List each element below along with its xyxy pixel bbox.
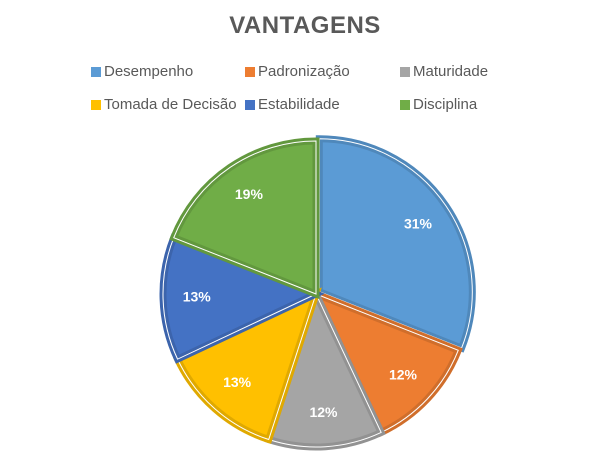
legend-item-desempenho: Desempenho <box>91 63 193 80</box>
legend-item-disciplina: Disciplina <box>400 96 477 113</box>
legend-item-estabilidade: Estabilidade <box>245 96 340 113</box>
slice-separator <box>173 140 317 295</box>
pie-labels: 31% 12% 12% 13% 13% 19% <box>183 186 433 420</box>
legend-label: Desempenho <box>104 63 194 80</box>
slice-percent-label: 12% <box>309 404 338 420</box>
legend-swatch-icon <box>91 66 101 77</box>
slice-separator <box>162 237 318 360</box>
legend-swatch-icon <box>245 99 255 110</box>
legend-item-padronizacao: Padronização <box>245 63 350 80</box>
pie-slices <box>159 135 476 451</box>
slice-percent-label: 13% <box>183 288 212 304</box>
legend-label: Padronização <box>258 63 350 80</box>
legend-label: Tomada de Decisão <box>104 96 237 113</box>
slice-separator <box>315 293 459 434</box>
slice-percent-label: 19% <box>235 186 264 202</box>
slice-percent-label: 13% <box>223 374 252 390</box>
legend-label: Maturidade <box>413 63 489 80</box>
legend-item-maturidade: Maturidade <box>400 63 488 80</box>
slice-separator <box>176 293 317 441</box>
legend-label: Estabilidade <box>258 96 340 113</box>
slice-separator <box>318 138 473 349</box>
slice-separator <box>268 292 382 448</box>
chart-title: VANTAGENS <box>229 12 381 39</box>
legend-item-tomada-de-decisao: Tomada de Decisão <box>91 96 237 113</box>
legend-swatch-icon <box>400 66 410 77</box>
legend-swatch-icon <box>245 66 255 77</box>
legend-label: Disciplina <box>413 96 478 113</box>
legend-swatch-icon <box>400 99 410 110</box>
slice-percent-label: 31% <box>404 215 433 231</box>
slice-percent-label: 12% <box>389 366 418 382</box>
legend-swatch-icon <box>91 99 101 110</box>
